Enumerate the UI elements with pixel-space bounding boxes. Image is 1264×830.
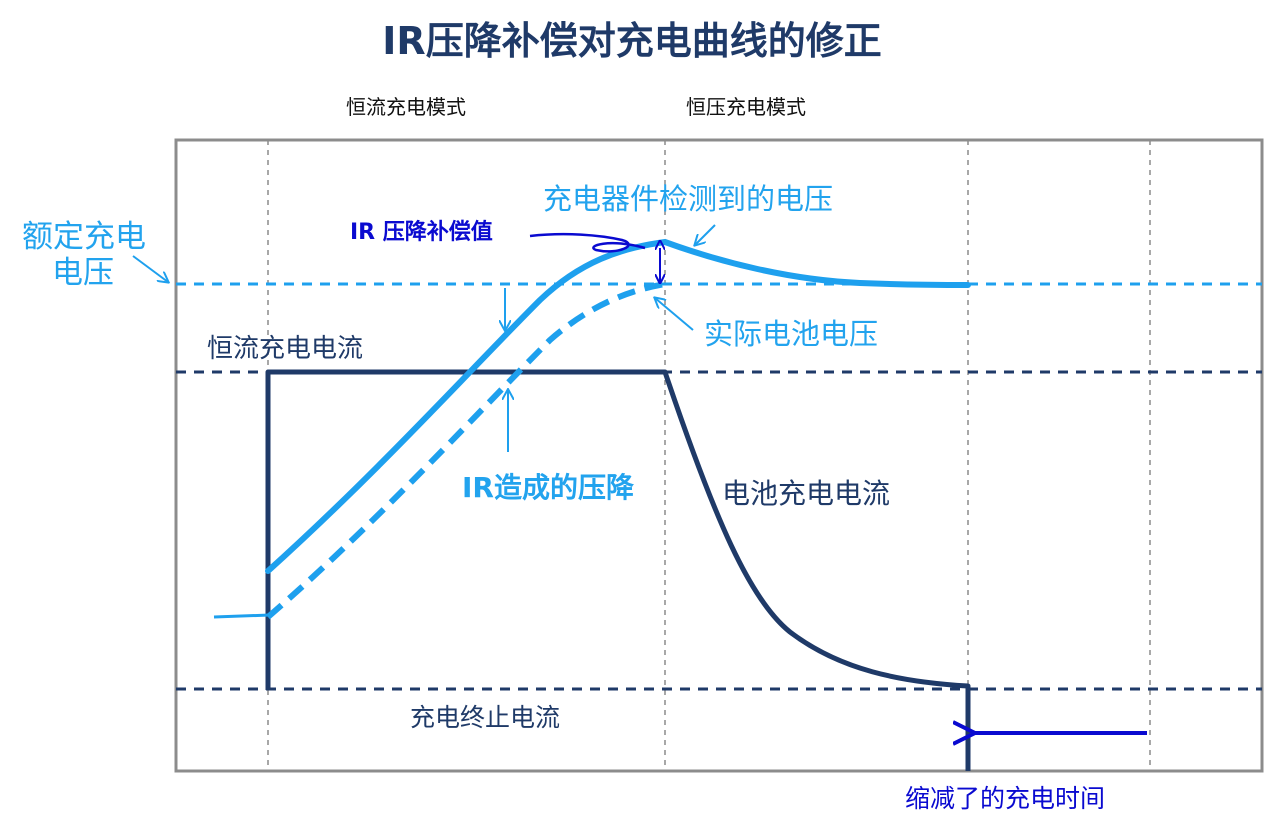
detected-voltage-label: 充电器件检测到的电压 xyxy=(543,182,834,216)
rated-voltage-label-line2: 电压 xyxy=(52,255,114,291)
cc-current-label: 恒流充电电流 xyxy=(207,334,364,364)
actual-voltage-curve xyxy=(266,281,666,620)
ir-drop-label: IR造成的压降 xyxy=(462,471,634,504)
rated-voltage-pointer xyxy=(132,255,168,282)
detected-voltage-pointer xyxy=(695,224,716,245)
ir-comp-value-label: IR 压降补偿值 xyxy=(350,220,493,245)
battery-current-curve xyxy=(265,369,971,771)
termination-current-label: 充电终止电流 xyxy=(410,703,561,732)
reduced-time-label: 缩减了的充电时间 xyxy=(905,784,1106,813)
ir-comp-leader xyxy=(529,232,646,253)
battery-current-label: 电池充电电流 xyxy=(722,477,891,510)
cv-mode-label: 恒压充电模式 xyxy=(686,95,806,119)
cc-mode-label: 恒流充电模式 xyxy=(346,95,466,119)
initial-voltage-stub xyxy=(213,613,271,619)
rated-voltage-label-line1: 额定充电 xyxy=(22,219,146,255)
plot-frame xyxy=(174,138,1264,773)
actual-voltage-label: 实际电池电压 xyxy=(704,317,879,351)
detected-voltage-curve xyxy=(265,238,971,574)
diagram-title: IR压降补偿对充电曲线的修正 xyxy=(382,19,882,63)
actual-voltage-pointer xyxy=(655,298,694,331)
